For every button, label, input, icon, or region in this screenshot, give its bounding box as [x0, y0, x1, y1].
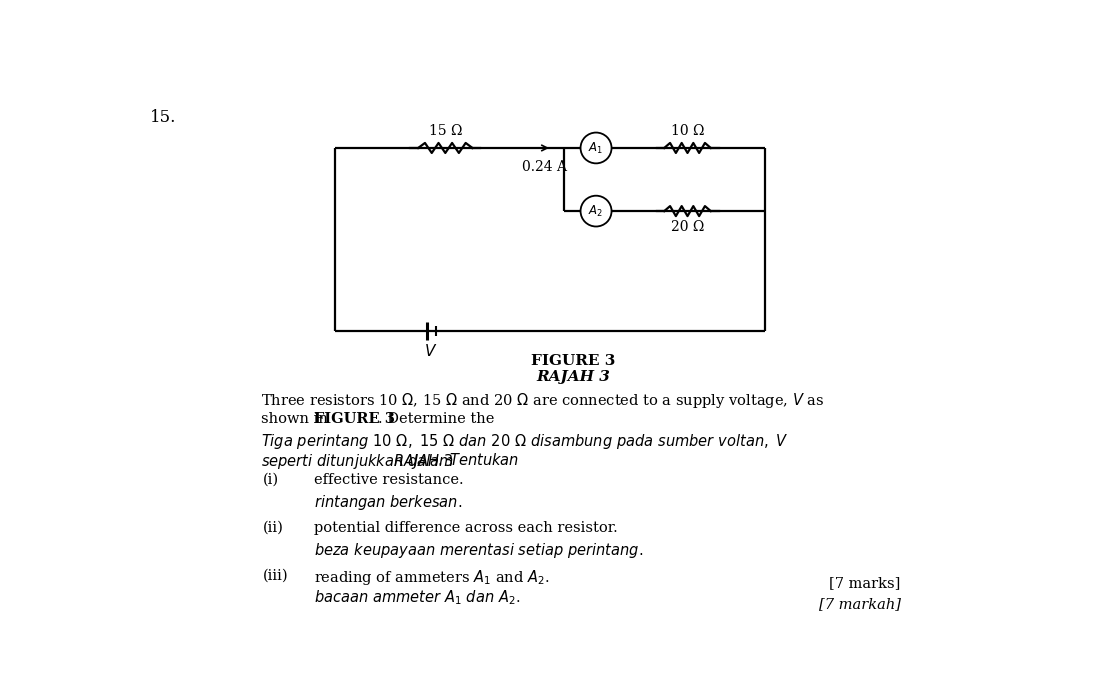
Text: $A_1$: $A_1$: [589, 140, 604, 155]
Text: $\mathit{seperti\ ditunjukkan\ dalam}$: $\mathit{seperti\ ditunjukkan\ dalam}$: [261, 452, 455, 471]
Text: [7 marks]: [7 marks]: [829, 576, 900, 590]
Text: effective resistance.: effective resistance.: [314, 473, 463, 487]
Text: shown in: shown in: [261, 412, 333, 425]
Text: 15 Ω: 15 Ω: [428, 124, 462, 138]
Text: FIGURE 3: FIGURE 3: [314, 412, 395, 425]
Text: $\mathit{.\ Tentukan}$: $\mathit{.\ Tentukan}$: [437, 452, 519, 468]
Text: [7 markah]: [7 markah]: [819, 597, 900, 611]
Text: 10 Ω: 10 Ω: [671, 124, 704, 138]
Text: $\mathit{rintangan\ berkesan.}$: $\mathit{rintangan\ berkesan.}$: [314, 493, 462, 512]
Text: 20 Ω: 20 Ω: [671, 220, 704, 235]
Text: (ii): (ii): [262, 520, 283, 534]
Text: $\mathit{bacaan\ ammeter\ A_1\ dan\ A_2}$.: $\mathit{bacaan\ ammeter\ A_1\ dan\ A_2}…: [314, 589, 520, 607]
Text: $\mathbf{\mathit{RAJAH\ 3}}$: $\mathbf{\mathit{RAJAH\ 3}}$: [393, 452, 453, 471]
Text: $\mathit{beza\ keupayaan\ merentasi\ setiap\ perintang.}$: $\mathit{beza\ keupayaan\ merentasi\ set…: [314, 541, 643, 560]
Text: 0.24 A: 0.24 A: [522, 160, 567, 174]
Text: $A_2$: $A_2$: [589, 203, 604, 219]
Text: (iii): (iii): [262, 568, 289, 582]
Text: RAJAH 3: RAJAH 3: [536, 370, 610, 384]
Circle shape: [581, 196, 612, 226]
Text: reading of ammeters $A_1$ and $A_2$.: reading of ammeters $A_1$ and $A_2$.: [314, 568, 549, 587]
Text: $\mathit{Tiga\ perintang\ 10\ \Omega,\ 15\ \Omega\ dan\ 20\ \Omega\ disambung\ p: $\mathit{Tiga\ perintang\ 10\ \Omega,\ 1…: [261, 432, 788, 451]
Text: FIGURE 3: FIGURE 3: [531, 355, 615, 369]
Text: Three resistors 10 $\Omega$, 15 $\Omega$ and 20 $\Omega$ are connected to a supp: Three resistors 10 $\Omega$, 15 $\Omega$…: [261, 391, 825, 410]
Text: (i): (i): [262, 473, 279, 487]
Text: potential difference across each resistor.: potential difference across each resisto…: [314, 520, 618, 534]
Circle shape: [581, 133, 612, 163]
Text: $V$: $V$: [424, 343, 437, 359]
Text: 15.: 15.: [150, 110, 177, 126]
Text: . Determine the: . Determine the: [378, 412, 494, 425]
